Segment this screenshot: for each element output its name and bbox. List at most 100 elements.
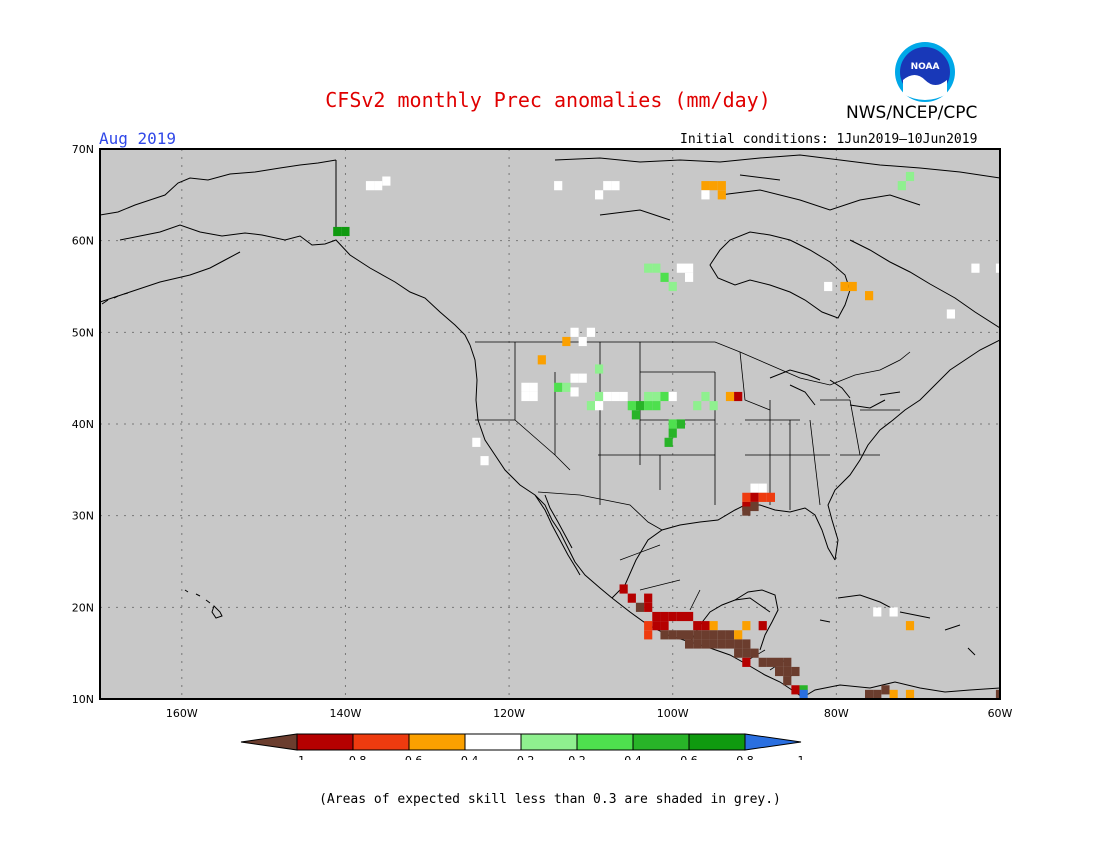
lat-tick-label: 10N	[72, 693, 94, 706]
coastline-arctic-islands	[554, 154, 1000, 221]
chart-title: CFSv2 monthly Prec anomalies (mm/day)	[325, 88, 771, 112]
anomaly-cell	[676, 263, 685, 273]
anomaly-cell	[578, 373, 587, 383]
anomaly-cell	[701, 621, 710, 631]
coastline-alaska	[100, 159, 471, 346]
anomaly-cell	[734, 630, 743, 640]
anomaly-cell	[693, 630, 702, 640]
anomaly-cell	[758, 483, 767, 493]
colorbar-label: −0.6	[396, 754, 423, 760]
anomaly-cell	[897, 181, 906, 191]
anomaly-cell	[701, 630, 710, 640]
anomaly-cell	[709, 630, 718, 640]
anomaly-cell	[717, 639, 726, 649]
anomaly-cell	[725, 639, 735, 649]
colorbar-label: 1	[798, 754, 805, 760]
coastline-yucatan	[734, 589, 779, 651]
colorbar-arrow-high	[744, 733, 802, 751]
anomaly-cell	[603, 391, 612, 402]
anomaly-cell	[742, 648, 751, 658]
anomaly-cell	[734, 639, 743, 649]
anomaly-cell	[701, 639, 710, 649]
anomaly-cell	[554, 382, 563, 392]
anomaly-cell	[521, 382, 530, 392]
map-frame	[99, 148, 1001, 700]
anomaly-cell	[644, 602, 653, 612]
colorbar-segment	[464, 733, 522, 751]
anomaly-cell	[365, 181, 375, 191]
anomaly-cell	[946, 309, 955, 319]
anomaly-cell	[717, 630, 726, 640]
anomaly-cell	[668, 419, 677, 429]
anomaly-cell	[480, 456, 489, 466]
anomaly-cell	[905, 621, 915, 631]
anomaly-cell	[742, 621, 751, 631]
anomaly-cell	[652, 621, 661, 631]
colorbar-label: 0.4	[624, 754, 642, 760]
anomaly-cell	[644, 621, 653, 631]
coastline-baja	[534, 494, 581, 576]
anomaly-cell	[562, 382, 571, 392]
anomaly-cell	[742, 492, 751, 502]
anomaly-cell	[619, 584, 628, 594]
anomaly-cell	[660, 621, 669, 631]
lon-tick-label: 100W	[657, 707, 689, 720]
anomaly-cell	[668, 630, 677, 640]
svg-text:NOAA: NOAA	[911, 62, 940, 72]
agency-label: NWS/NCEP/CPC	[846, 103, 978, 123]
anomaly-cell	[676, 611, 685, 622]
anomaly-cell	[701, 190, 710, 200]
anomaly-cell	[693, 621, 702, 631]
anomaly-cell	[848, 281, 857, 292]
anomaly-cell	[685, 611, 694, 622]
anomaly-cell	[889, 689, 898, 699]
anomaly-cell	[652, 391, 661, 402]
colorbar-segment	[408, 733, 466, 751]
anomaly-cell	[472, 437, 481, 447]
anomaly-cell	[652, 401, 661, 411]
anomaly-cell	[664, 437, 673, 447]
anomaly-cell	[652, 611, 661, 622]
anomaly-cell	[676, 419, 685, 429]
lon-tick-label: 120W	[493, 707, 525, 720]
colorbar-label: 0.6	[680, 754, 698, 760]
anomaly-cell	[619, 391, 628, 402]
colorbar-segment	[576, 733, 634, 751]
anomaly-cell	[799, 689, 808, 699]
anomaly-cell	[758, 657, 767, 667]
anomaly-cell	[725, 630, 735, 640]
anomaly-cell	[660, 611, 669, 622]
coastline-us-east	[827, 339, 1000, 561]
lat-tick-label: 70N	[72, 143, 94, 156]
anomaly-cell	[660, 630, 669, 640]
anomaly-cell	[791, 666, 800, 677]
coastline-aleutians	[101, 292, 129, 305]
colorbar-label: −0.2	[508, 754, 535, 760]
anomaly-cell	[660, 272, 669, 282]
lon-tick-label: 60W	[988, 707, 1013, 720]
anomaly-cell	[717, 181, 726, 191]
anomaly-cell	[701, 181, 710, 191]
anomaly-cell	[668, 611, 677, 622]
anomaly-cell	[742, 657, 751, 667]
latitude-labels: 10N 20N 30N 40N 50N 60N 70N	[72, 143, 94, 706]
colorbar-segment	[688, 733, 746, 751]
great-lakes	[769, 369, 901, 409]
anomaly-cell	[775, 657, 784, 667]
anomaly-cell	[676, 630, 685, 640]
anomaly-cell	[693, 401, 702, 411]
anomaly-cell	[631, 410, 640, 420]
anomaly-cell	[635, 602, 645, 612]
anomaly-cell	[693, 639, 702, 649]
anomaly-cell	[742, 639, 751, 649]
anomaly-cell	[750, 648, 759, 658]
anomaly-cell	[865, 291, 874, 301]
anomaly-cell	[685, 263, 694, 273]
anomaly-cell	[603, 181, 612, 191]
colorbar-segment	[296, 733, 354, 751]
anomaly-cell	[627, 401, 636, 411]
colorbar-label: 0.8	[736, 754, 754, 760]
skill-footnote: (Areas of expected skill less than 0.3 a…	[319, 792, 781, 807]
anomaly-cell	[595, 401, 604, 411]
